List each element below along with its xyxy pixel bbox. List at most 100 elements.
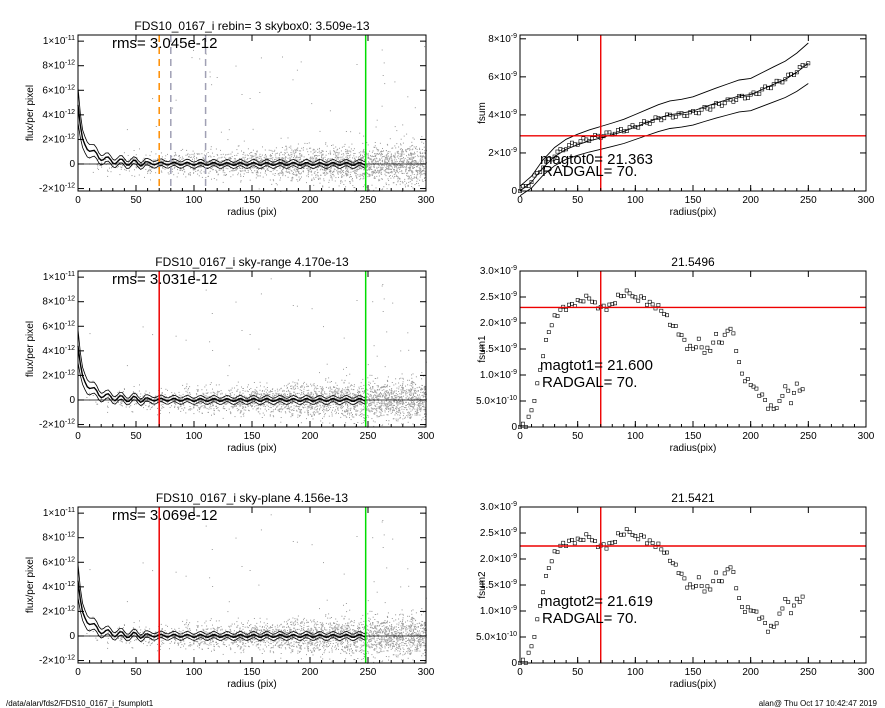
data-point: [520, 421, 525, 426]
data-point: [610, 302, 615, 307]
profile-envelope: [77, 362, 366, 406]
x-tick-label: 250: [800, 667, 817, 678]
data-point: [780, 80, 785, 85]
data-point: [590, 299, 595, 304]
y-tick-label: 2×10-12: [42, 133, 75, 145]
data-point: [742, 379, 747, 384]
data-point: [691, 109, 695, 113]
data-point: [702, 589, 707, 594]
data-point: [659, 547, 664, 552]
y-tick-label: -2×10-12: [39, 419, 75, 431]
data-point: [659, 308, 664, 313]
data-point: [590, 136, 595, 141]
data-point: [621, 532, 626, 537]
y-tick-label: 3.0×10-9: [480, 501, 517, 513]
data-point: [725, 97, 730, 102]
data-point: [642, 534, 646, 539]
data-point: [552, 154, 557, 159]
data-point: [768, 86, 773, 91]
y-tick-label: 2×10-9: [488, 147, 517, 159]
data-point: [719, 340, 724, 345]
data-point: [587, 296, 592, 301]
data-point: [532, 634, 537, 639]
data-point: [665, 112, 669, 117]
data-point: [754, 92, 759, 97]
data-point: [564, 147, 569, 152]
data-point: [783, 596, 788, 601]
data-point: [636, 298, 641, 303]
x-tick-label: 300: [418, 667, 435, 678]
y-tick-label: 2.0×10-9: [480, 317, 517, 329]
data-point: [696, 336, 701, 341]
plot-frame: [519, 270, 867, 428]
data-point: [728, 565, 733, 570]
x-tick-label: 0: [75, 431, 81, 442]
data-point: [777, 399, 782, 403]
data-point: [745, 96, 750, 101]
data-point: [667, 322, 672, 327]
data-point: [760, 392, 765, 397]
data-point: [526, 650, 531, 655]
x-tick-label: 250: [360, 195, 377, 206]
x-tick-label: 250: [360, 667, 377, 678]
profile-envelope: [77, 563, 366, 636]
y-axis-label: flux/per pixel: [25, 85, 36, 141]
data-point: [549, 157, 554, 162]
data-point: [693, 345, 698, 350]
x-tick-label: 200: [302, 667, 319, 678]
data-point: [780, 606, 785, 611]
data-point: [578, 299, 583, 304]
data-point: [722, 101, 727, 106]
y-tick-label: 6×10-9: [488, 71, 517, 83]
x-tick-label: 0: [75, 195, 81, 206]
data-point: [567, 538, 571, 543]
data-point: [803, 63, 808, 68]
fsum-envelope: [519, 83, 809, 197]
y-tick-label: -2×10-12: [39, 183, 75, 195]
panel-title: 21.5496: [671, 255, 715, 269]
data-point: [763, 84, 768, 89]
data-point: [538, 367, 543, 372]
data-point: [696, 111, 701, 116]
data-point: [682, 114, 687, 118]
y-tick-label: 0: [69, 631, 75, 642]
data-point: [541, 165, 546, 170]
data-point: [800, 387, 805, 392]
data-point: [725, 567, 730, 572]
data-point: [650, 119, 655, 123]
data-point: [567, 143, 571, 148]
profile-envelope: [77, 329, 366, 400]
data-point: [685, 347, 690, 351]
data-point: [794, 381, 799, 386]
x-tick-label: 50: [572, 431, 584, 442]
data-point: [688, 110, 693, 115]
panel-title: FDS10_0167_i sky-range 4.170e-13: [155, 255, 349, 269]
data-point: [636, 537, 641, 542]
data-point: [786, 600, 791, 604]
data-point: [791, 603, 796, 608]
y-tick-label: 0: [69, 159, 75, 170]
profile-envelope: [77, 122, 366, 170]
data-point: [699, 584, 704, 588]
data-point: [627, 291, 632, 296]
x-tick-label: 200: [302, 195, 319, 206]
data-point: [520, 657, 525, 662]
data-point: [639, 122, 644, 126]
radgal-annotation: RADGAL= 70.: [542, 374, 637, 391]
data-point: [627, 530, 632, 534]
data-point: [797, 599, 802, 604]
data-point: [604, 546, 609, 551]
footer-path: /data/alan/fds2/FDS10_0167_i_fsumplot1: [6, 699, 154, 708]
data-point: [768, 623, 773, 628]
x-tick-label: 100: [186, 195, 203, 206]
data-point: [685, 113, 690, 118]
data-point: [722, 571, 727, 576]
data-point: [587, 139, 592, 143]
y-axis-label: fsum1: [477, 335, 488, 363]
y-tick-label: 1×10-11: [43, 271, 75, 283]
data-point: [529, 644, 534, 649]
x-tick-label: 300: [858, 431, 875, 442]
y-tick-label: 1.0×10-9: [480, 369, 517, 381]
data-point: [558, 147, 563, 152]
radgal-annotation: RADGAL= 70.: [542, 163, 637, 180]
